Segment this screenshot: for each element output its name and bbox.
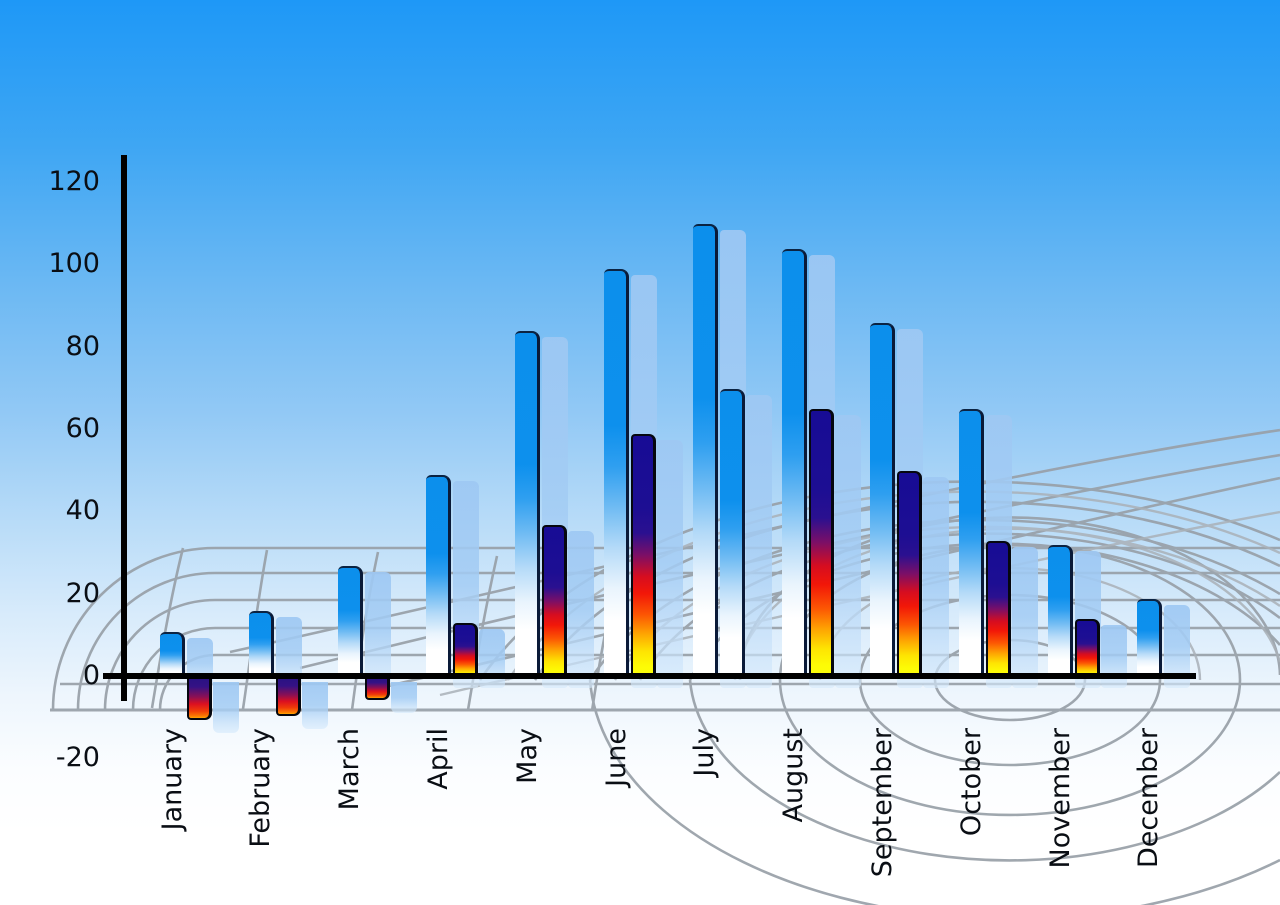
bar-october-primary: [959, 409, 985, 678]
grid-horizontal-line: [103, 598, 1280, 711]
x-label-october: October: [955, 728, 987, 837]
bar-june-secondary: [631, 434, 656, 678]
bar-march-primary: [337, 565, 363, 678]
bar-april-secondary: [453, 623, 479, 678]
x-label-july: July: [689, 728, 721, 777]
x-axis-line: [103, 673, 1196, 679]
bar-october-secondary: [986, 541, 1012, 678]
bar-shadow-october-secondary: [1012, 547, 1039, 688]
bar-may-secondary: [542, 524, 568, 678]
grid-horizontal-line: [51, 546, 1280, 711]
bar-august-secondary: [808, 409, 834, 678]
y-tick--20: -20: [55, 742, 100, 774]
bar-september-secondary: [897, 471, 923, 678]
grid-arc: [858, 679, 1162, 767]
bar-september-primary: [870, 322, 896, 678]
bar-march-secondary: [364, 679, 390, 700]
y-tick-80: 80: [65, 330, 100, 362]
x-label-march: March: [334, 728, 366, 811]
bar-may-primary: [515, 331, 541, 678]
y-tick-100: 100: [48, 248, 100, 280]
x-label-february: February: [245, 728, 277, 848]
y-tick-120: 120: [48, 165, 100, 197]
bar-shadow-march-primary: [364, 571, 391, 688]
y-tick-20: 20: [65, 577, 100, 609]
x-label-december: December: [1133, 728, 1165, 869]
bar-august-primary: [781, 248, 807, 678]
bar-january-secondary: [187, 679, 212, 721]
grid-arc: [933, 679, 1087, 722]
grid-spoke: [350, 551, 380, 711]
bar-december-primary: [1136, 598, 1162, 678]
bar-shadow-may-secondary: [568, 530, 595, 688]
grid-horizontal-line: [131, 626, 1280, 711]
bar-shadow-january-secondary: [213, 682, 239, 734]
bar-november-secondary: [1075, 619, 1100, 678]
grid-arc: [588, 679, 1280, 905]
bar-june-primary: [604, 269, 629, 678]
x-label-june: June: [600, 728, 632, 787]
bar-shadow-june-secondary: [657, 440, 683, 688]
y-tick-0: 0: [82, 660, 100, 691]
bar-november-primary: [1048, 545, 1073, 678]
bar-july-secondary: [719, 388, 745, 678]
bar-shadow-september-secondary: [923, 477, 950, 688]
bar-april-primary: [426, 475, 452, 678]
bar-shadow-july-secondary: [745, 394, 772, 688]
grid-arc: [688, 679, 1280, 862]
bar-shadow-march-secondary: [390, 682, 417, 713]
bar-january-primary: [160, 631, 185, 678]
y-axis-line: [121, 155, 127, 701]
x-label-january: January: [156, 728, 188, 831]
x-label-may: May: [511, 728, 543, 784]
bar-february-primary: [248, 611, 274, 678]
x-label-april: April: [422, 728, 454, 790]
x-label-august: August: [778, 728, 810, 823]
y-tick-60: 60: [65, 412, 100, 444]
x-label-september: September: [866, 728, 898, 878]
bar-february-secondary: [275, 679, 301, 717]
bar-shadow-february-secondary: [301, 682, 328, 730]
x-label-november: November: [1044, 728, 1076, 869]
bar-shadow-august-secondary: [834, 415, 861, 688]
bar-july-primary: [692, 224, 718, 678]
y-tick-40: 40: [65, 495, 100, 527]
grid-spoke: [150, 547, 185, 709]
grid-arc: [778, 679, 1242, 817]
